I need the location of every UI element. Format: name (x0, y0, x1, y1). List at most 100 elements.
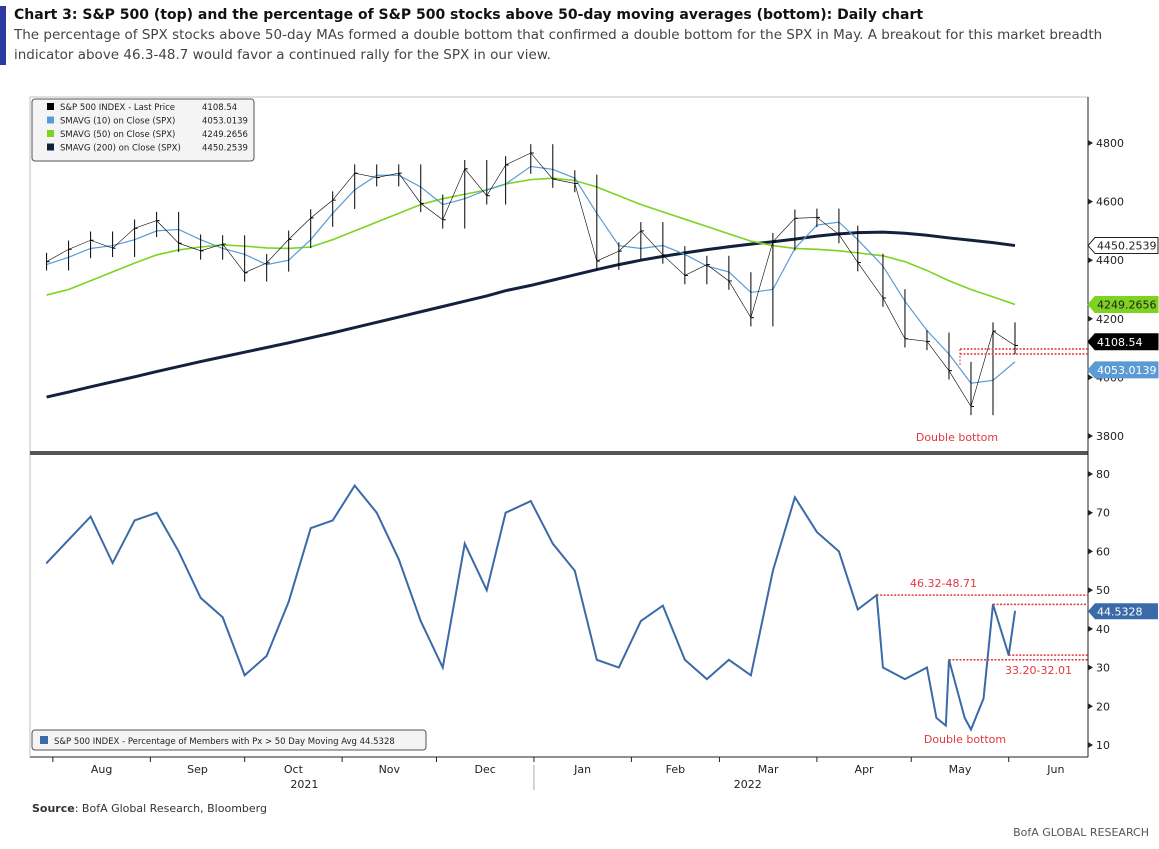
legend-label: SMAVG (10) on Close (SPX) (60, 117, 175, 127)
breadth-point (221, 616, 224, 619)
breadth-point (353, 484, 356, 487)
legend-bottom (31, 729, 427, 751)
value-tag-text: 4450.2539 (1097, 240, 1157, 253)
source-note: Source: BofA Global Research, Bloomberg (32, 802, 267, 815)
legend-swatch (47, 130, 54, 137)
breadth-point (243, 674, 246, 677)
y-tick-bottom (1088, 509, 1093, 516)
value-tag (1087, 295, 1159, 313)
breadth-point (574, 569, 576, 572)
breadth-point (1014, 610, 1016, 613)
breadth-point (750, 674, 752, 677)
legend-swatch (47, 143, 54, 151)
price-line (46, 152, 1016, 408)
breadth-point (838, 550, 840, 553)
y-tick-label-bottom: 80 (1096, 468, 1110, 481)
breadth-point (882, 666, 884, 669)
breadth-point (640, 620, 642, 622)
x-tick-label: Oct (284, 763, 304, 776)
y-tick-label-bottom: 60 (1096, 545, 1110, 558)
breadth-point (856, 608, 859, 611)
year-label: 2022 (734, 778, 762, 791)
y-tick-label-bottom: 30 (1096, 662, 1110, 675)
y-tick-label-bottom: 70 (1096, 507, 1110, 520)
x-tick-label: Mar (758, 763, 779, 776)
double-bottom-label-top: Double bottom (916, 431, 998, 444)
breadth-point (309, 527, 312, 529)
y-tick-bottom (1088, 741, 1093, 748)
breadth-point (945, 724, 947, 727)
breadth-point (982, 697, 985, 700)
header: Chart 3: S&P 500 (top) and the percentag… (0, 6, 1159, 65)
breadth-point (485, 589, 488, 591)
footer-brand: BofA GLOBAL RESEARCH (1013, 826, 1149, 839)
ma50-line (46, 177, 1016, 306)
plot-frame (29, 96, 1089, 758)
x-tick-label: Apr (855, 763, 875, 776)
x-tick-label: Feb (666, 763, 685, 776)
y-tick-top (1088, 374, 1093, 381)
breadth-point (287, 600, 290, 603)
legend-swatch (47, 103, 54, 110)
y-tick-bottom (1088, 625, 1093, 632)
value-tag-text: 4108.54 (1097, 336, 1143, 349)
breadth-point (529, 500, 532, 502)
y-tick-top (1088, 198, 1093, 205)
x-tick-label: Sep (187, 763, 208, 776)
breadth-point (706, 678, 708, 680)
y-tick-top (1088, 140, 1093, 146)
y-tick-bottom (1088, 471, 1093, 477)
breadth-point (772, 569, 774, 572)
legend-label: SMAVG (200) on Close (SPX) (60, 144, 181, 154)
breadth-point (177, 550, 180, 553)
breadth-point (684, 659, 686, 661)
upper-range-label: 46.32-48.71 (910, 577, 977, 590)
breadth-point (904, 678, 906, 680)
breadth-point (133, 519, 136, 522)
breadth-point (794, 496, 796, 499)
value-tag-text: 44.5328 (1097, 605, 1143, 618)
legend-top (31, 98, 255, 162)
breadth-point (596, 659, 598, 661)
value-tag-text: 4053.0139 (1097, 364, 1157, 377)
y-tick-top (1088, 315, 1093, 322)
y-tick-label-bottom: 50 (1096, 584, 1110, 597)
value-tag (1087, 237, 1159, 255)
y-tick-label-bottom: 10 (1096, 739, 1110, 752)
y-tick-label-bottom: 20 (1096, 700, 1110, 713)
legend-value: 4053.0139 (202, 117, 248, 127)
lower-range-label: 33.20-32.01 (1005, 664, 1072, 677)
y-tick-label-bottom: 40 (1096, 623, 1110, 636)
x-tick-label: Jan (573, 763, 591, 776)
breadth-point (441, 666, 444, 669)
source-label: Source (32, 802, 75, 815)
breadth-point (111, 562, 114, 564)
breadth-point (331, 519, 334, 522)
breadth-point (199, 597, 202, 599)
y-tick-label-top: 4200 (1096, 313, 1124, 326)
legend-label: SMAVG (50) on Close (SPX) (60, 130, 175, 140)
legend-label: S&P 500 INDEX - Last Price (60, 103, 175, 113)
breadth-point (618, 666, 620, 669)
y-tick-label-top: 3800 (1096, 430, 1124, 443)
year-label: 2021 (290, 778, 318, 791)
breadth-point (551, 542, 554, 545)
legend-value: 4450.2539 (202, 144, 248, 154)
breadth-point (963, 717, 966, 719)
breadth-point (89, 515, 92, 518)
value-tag (1087, 361, 1159, 379)
x-tick-label: Dec (475, 763, 496, 776)
breadth-point (375, 511, 378, 514)
breadth-point (265, 655, 268, 657)
breadth-point (662, 604, 664, 607)
breadth-point (816, 531, 818, 533)
chart-title: Chart 3: S&P 500 (top) and the percentag… (14, 7, 924, 23)
value-tag (1088, 603, 1158, 620)
y-tick-bottom (1088, 548, 1093, 555)
breadth-point (935, 717, 938, 719)
breadth-point (155, 511, 158, 514)
breadth-point (970, 728, 972, 731)
source-text: : BofA Global Research, Bloomberg (74, 802, 267, 815)
breadth-point (926, 666, 928, 669)
